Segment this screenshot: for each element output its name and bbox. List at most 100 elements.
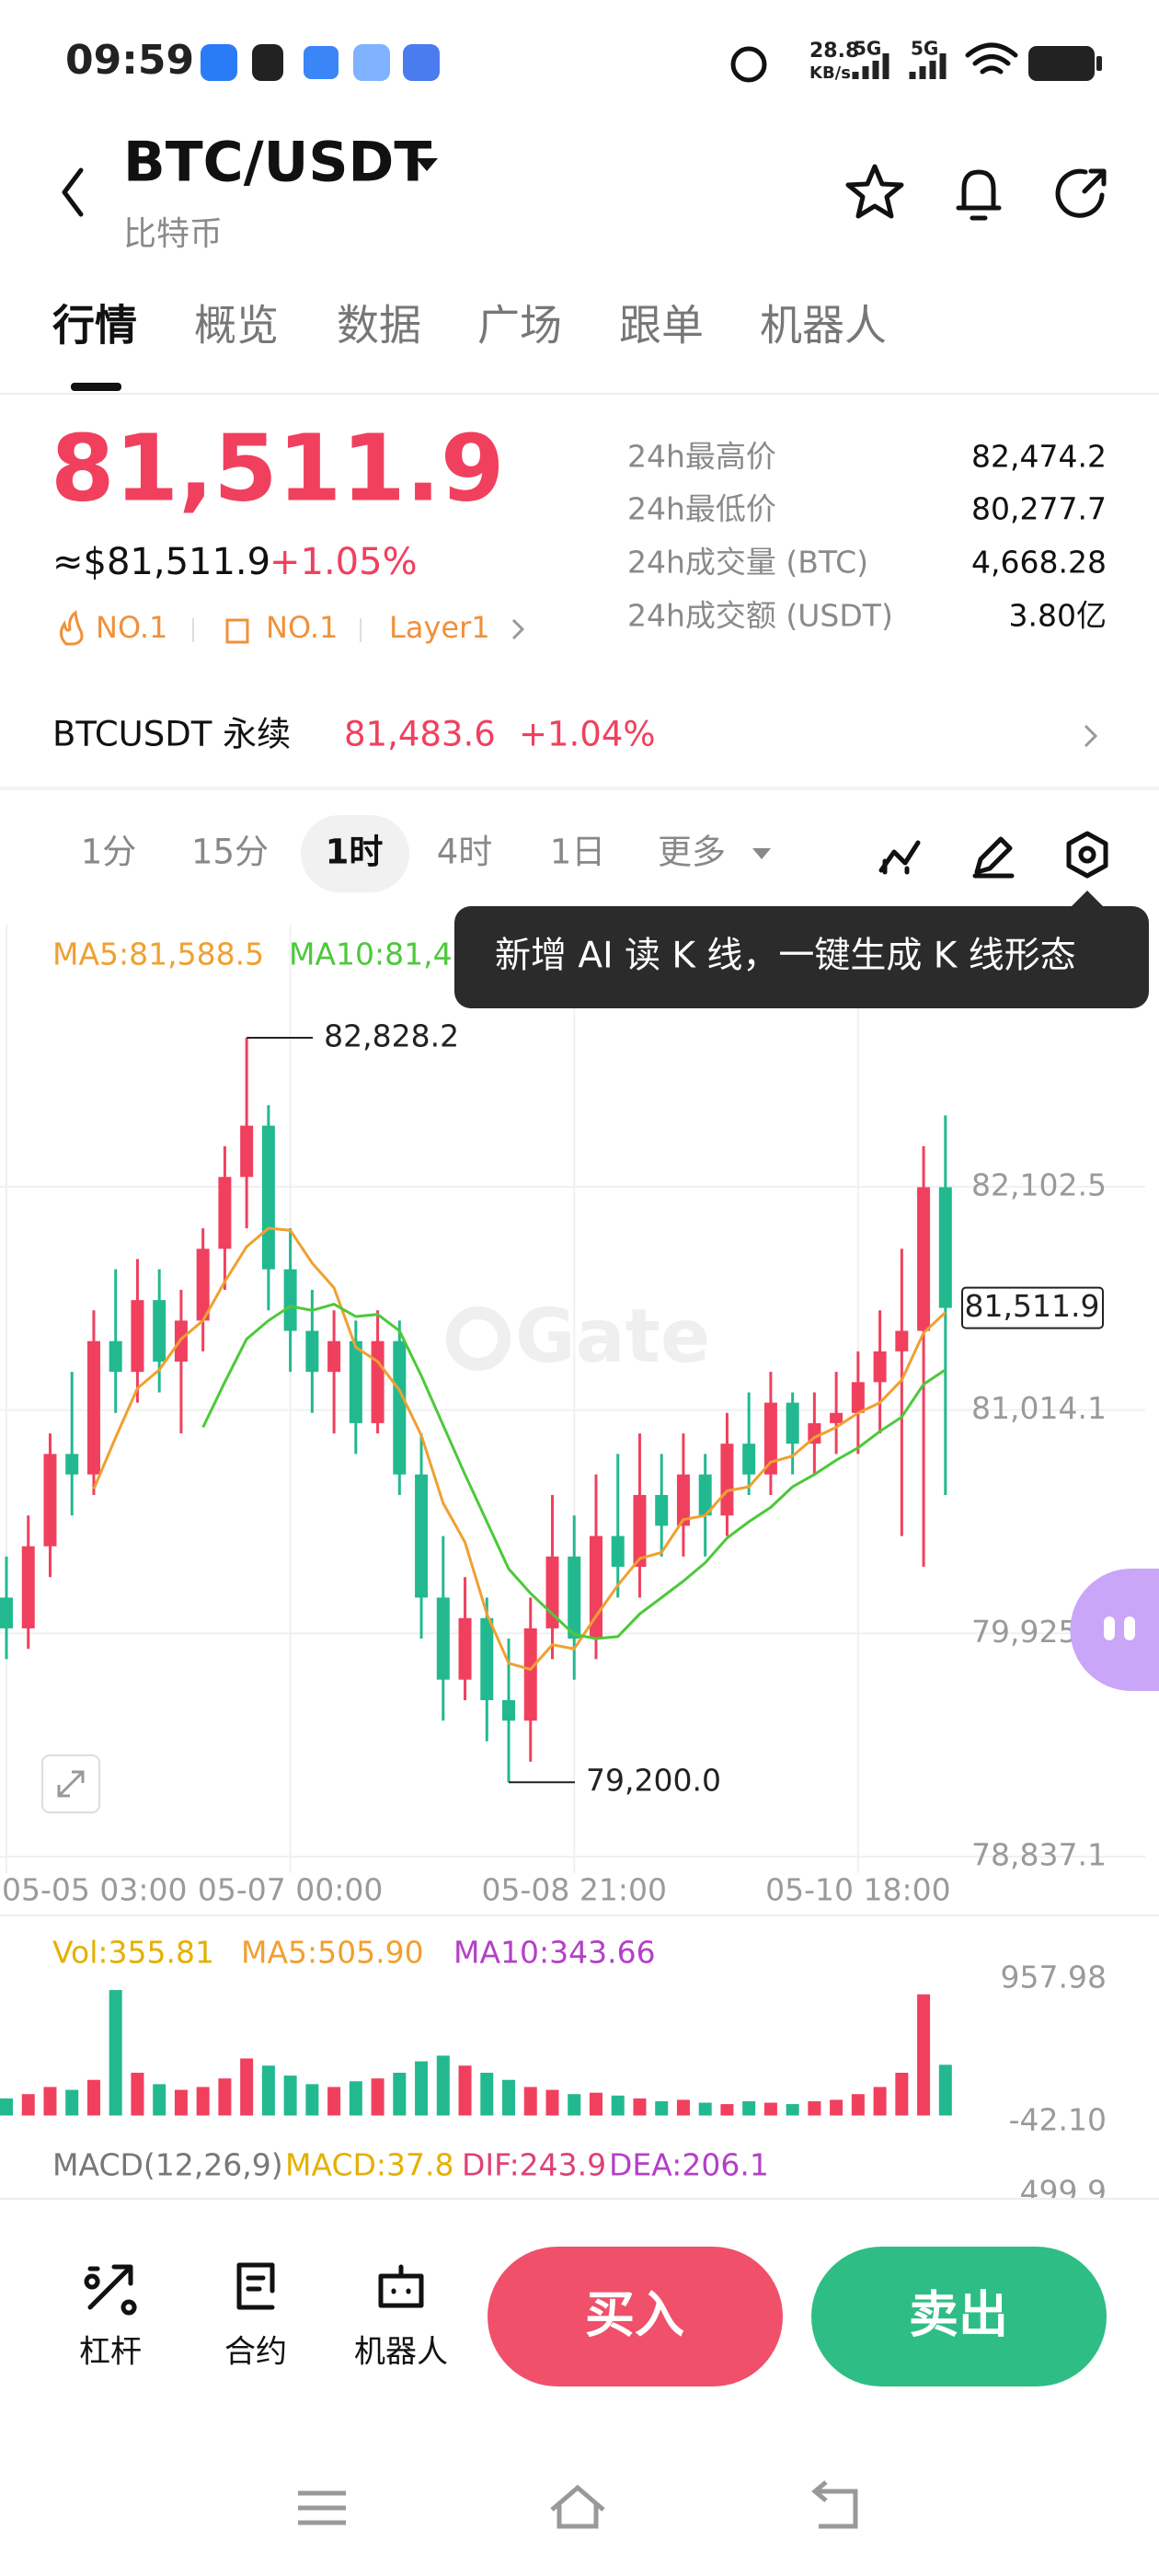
interval[interactable]: 更多 — [658, 833, 726, 872]
candle-body — [698, 1474, 712, 1516]
volume-bar — [568, 2094, 581, 2116]
more-dropdown[interactable] — [752, 848, 771, 859]
tooltip[interactable] — [454, 906, 1149, 1008]
favorite-button[interactable] — [845, 164, 904, 219]
draw-button[interactable] — [972, 836, 1015, 879]
leverage-icon[interactable] — [84, 2264, 137, 2316]
interval[interactable]: 1日 — [550, 833, 606, 872]
perp-name[interactable]: BTCUSDT 永续 — [52, 715, 291, 754]
perp-change: +1.04% — [519, 715, 656, 754]
interval[interactable]: 4时 — [437, 833, 493, 872]
volume-bar — [283, 2076, 297, 2116]
tag-divider — [360, 618, 361, 642]
shortcut-label[interactable]: 机器人 — [354, 2334, 448, 2371]
chevron[interactable] — [1084, 724, 1098, 748]
sector-tag[interactable]: Layer1 — [389, 610, 490, 645]
y-tick-label: 78,837.1 — [971, 1837, 1107, 1873]
volume-bar — [763, 2102, 777, 2116]
price-change: +1.05% — [270, 541, 418, 583]
nav-menu[interactable] — [298, 2490, 346, 2525]
interval[interactable]: 1时 — [326, 833, 384, 872]
stat-label: 24h最低价 — [627, 491, 776, 527]
chevron — [511, 618, 525, 640]
share-button[interactable] — [1055, 168, 1107, 218]
indicator-button[interactable] — [878, 840, 921, 875]
alert-button[interactable] — [956, 169, 1002, 221]
tab-underline — [71, 383, 121, 391]
ma-line — [92, 1226, 947, 1672]
volume-bar — [917, 1994, 931, 2116]
buy-label[interactable]: 买入 — [585, 2286, 684, 2344]
extreme-label: 82,828.2 — [324, 1018, 459, 1054]
candle-body — [938, 1187, 952, 1308]
stat-value: 4,668.28 — [971, 545, 1107, 581]
watermark: Gate — [515, 1294, 710, 1379]
back-button[interactable] — [62, 167, 84, 217]
candle-body — [261, 1125, 275, 1270]
y-tick-label: 957.98 — [1001, 1960, 1107, 1995]
volume-bar — [261, 2065, 275, 2116]
y-tick-label: 81,014.1 — [971, 1390, 1107, 1426]
divider — [0, 1915, 1159, 1916]
candle-body — [611, 1535, 625, 1568]
volume-bar — [327, 2087, 341, 2116]
tab[interactable]: 概览 — [194, 301, 279, 351]
tooltip-text: 新增 AI 读 K 线，一键生成 K 线形态 — [495, 936, 1076, 977]
wifi-icon — [965, 42, 1018, 75]
macd-label: DEA:206.1 — [609, 2147, 769, 2183]
volume-bar — [720, 2104, 734, 2116]
settings-button[interactable] — [1066, 831, 1108, 879]
watermark-logo — [446, 1306, 511, 1371]
rank-tag[interactable]: NO.1 — [266, 610, 338, 645]
app-icon — [201, 44, 237, 81]
interval[interactable]: 1分 — [81, 833, 137, 872]
x-tick-label: 05-08 21:00 — [481, 1872, 666, 1908]
app-icon — [304, 46, 339, 79]
volume-bar — [786, 2104, 799, 2116]
candle-body — [568, 1556, 581, 1639]
nav-back[interactable] — [811, 2480, 858, 2529]
pair-title[interactable]: BTC/USDT — [123, 131, 431, 195]
tab[interactable]: 广场 — [477, 301, 562, 351]
shortcut-label[interactable]: 杠杆 — [79, 2334, 142, 2371]
candle-body — [43, 1454, 57, 1547]
volume-bar — [502, 2079, 516, 2116]
stat-label: 24h成交额 (USDT) — [627, 598, 893, 634]
candle-body — [196, 1248, 210, 1321]
shortcut-label[interactable]: 合约 — [224, 2334, 287, 2371]
volume-bar — [742, 2100, 756, 2116]
pair-dropdown[interactable] — [416, 158, 438, 171]
candle-body — [655, 1494, 669, 1526]
candle-body — [830, 1412, 843, 1423]
rank-tag[interactable]: NO.1 — [96, 610, 167, 645]
tab[interactable]: 机器人 — [760, 301, 887, 351]
interval[interactable]: 15分 — [191, 833, 269, 872]
stat-value: 3.80亿 — [1009, 598, 1107, 634]
candle-body — [917, 1187, 931, 1331]
candle-body — [371, 1340, 384, 1423]
status-time: 09:59 — [65, 37, 194, 84]
candle-body — [523, 1627, 537, 1721]
expand-icon — [57, 1770, 85, 1798]
sell-button[interactable] — [811, 2247, 1107, 2386]
sell-label[interactable]: 卖出 — [909, 2286, 1008, 2344]
volume-bar — [873, 2087, 887, 2116]
tab[interactable]: 行情 — [52, 301, 137, 351]
candle-body — [86, 1340, 100, 1475]
robot-icon[interactable] — [378, 2264, 424, 2308]
assistant-eye — [1104, 1616, 1115, 1640]
candle-body — [0, 1597, 13, 1628]
candle-body — [676, 1474, 690, 1526]
volume-bar — [655, 2100, 669, 2116]
network-type: 5G — [911, 38, 938, 60]
volume-bar — [371, 2078, 384, 2116]
tab[interactable]: 跟单 — [619, 301, 704, 351]
macd-label: MACD:37.8 — [285, 2147, 454, 2183]
candle-body — [851, 1382, 865, 1413]
contract-icon[interactable] — [236, 2262, 275, 2310]
tab[interactable]: 数据 — [337, 301, 421, 351]
buy-button[interactable] — [488, 2247, 783, 2386]
nav-home[interactable] — [550, 2484, 605, 2529]
volume-bar — [895, 2072, 909, 2116]
volume-bar — [830, 2099, 843, 2116]
